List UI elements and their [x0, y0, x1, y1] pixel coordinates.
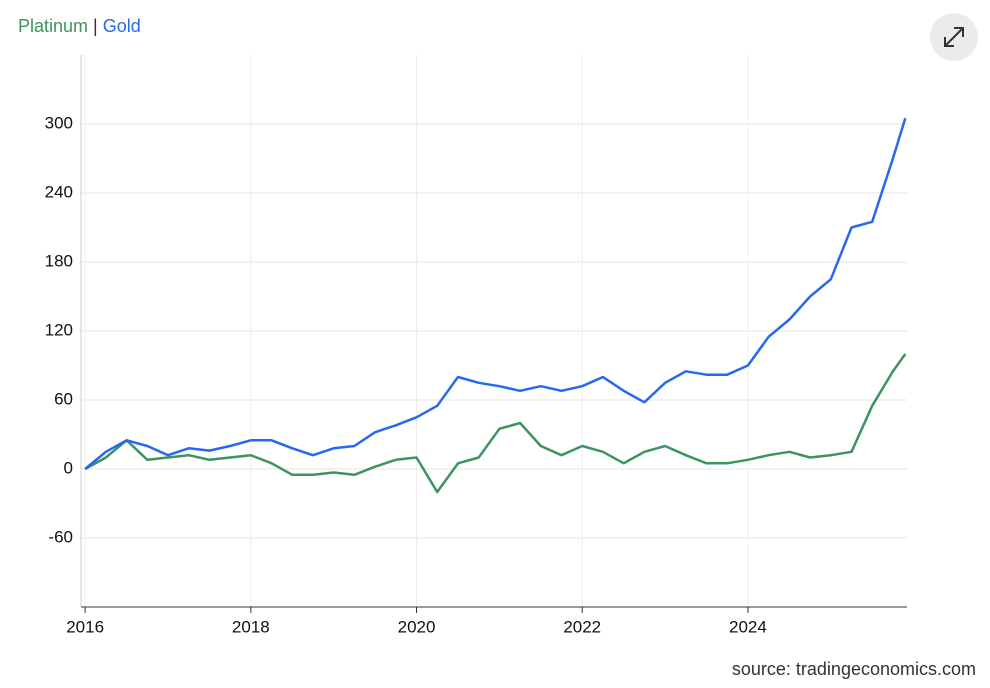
expand-button[interactable] [930, 13, 978, 61]
x-tick-label: 2024 [729, 617, 767, 636]
y-tick-label: 0 [64, 458, 73, 477]
legend-entry: Platinum [18, 16, 89, 36]
legend-separator: | [93, 16, 98, 36]
y-tick-label: 300 [45, 113, 73, 132]
x-tick-label: 2022 [563, 617, 601, 636]
y-tick-label: 240 [45, 182, 73, 201]
line [84, 353, 907, 494]
source: source: tradingeconomics.com [731, 659, 976, 679]
line [84, 117, 907, 470]
y-tick-label: 180 [45, 251, 73, 270]
y-tick-label: 60 [54, 389, 73, 408]
legend-entry: Gold [102, 16, 141, 36]
expand-icon [944, 27, 964, 47]
x-tick-label: 2020 [398, 617, 436, 636]
y-tick-label: 120 [45, 320, 73, 339]
y-tick-label: -60 [48, 527, 73, 546]
x-tick-label: 2016 [66, 617, 104, 636]
x-tick-label: 2018 [232, 617, 270, 636]
legend: Platinum | Gold [18, 16, 141, 37]
